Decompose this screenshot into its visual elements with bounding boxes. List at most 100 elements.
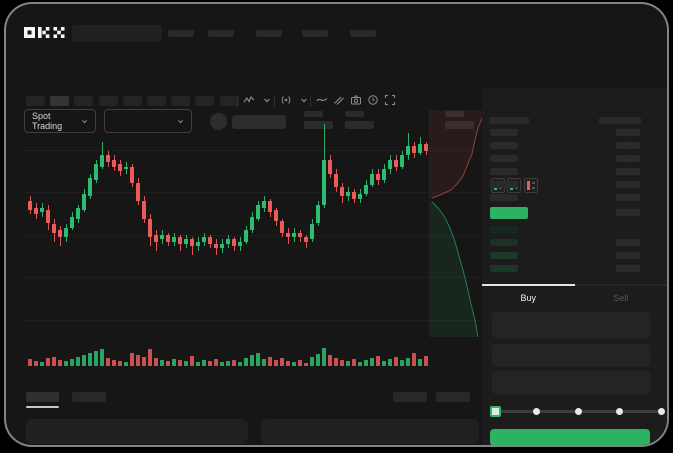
volume-bar [154, 358, 158, 366]
candle-wick [407, 132, 409, 160]
volume-bar [34, 361, 38, 366]
volume-bar [346, 361, 350, 366]
market-type-dropdown[interactable]: Spot Trading [24, 109, 96, 133]
gridline [24, 320, 482, 321]
stat-label-skeleton [345, 111, 364, 117]
ask-amount-skeleton [616, 209, 640, 216]
volume-bar [202, 360, 206, 366]
total-input[interactable] [492, 371, 650, 394]
volume-bar [46, 358, 50, 366]
chevron-down-icon [82, 119, 87, 123]
orders-tab[interactable] [72, 392, 106, 402]
ask-price-skeleton[interactable] [490, 129, 518, 136]
volume-bar [130, 353, 134, 366]
clock-icon[interactable] [367, 94, 379, 106]
timeframe-button[interactable] [147, 96, 166, 106]
candle [346, 191, 350, 197]
nav-item[interactable] [256, 30, 282, 37]
timeframe-button[interactable] [171, 96, 191, 106]
volume-bar [52, 357, 56, 366]
candle [76, 207, 80, 219]
volume-bar [280, 358, 284, 366]
volume-bar [172, 359, 176, 366]
candle [106, 155, 110, 163]
bid-price-skeleton[interactable] [490, 226, 518, 233]
timeframe-button[interactable] [98, 96, 118, 106]
ask-price-skeleton[interactable] [490, 168, 518, 175]
candle [298, 232, 302, 238]
timeframe-button[interactable] [219, 96, 239, 106]
okx-logo[interactable] [24, 26, 65, 39]
orders-tab-active[interactable] [26, 392, 59, 402]
timeframe-button[interactable] [195, 96, 215, 106]
tab-buy[interactable]: Buy [482, 284, 575, 308]
indicators-icon[interactable] [280, 94, 292, 106]
search-input[interactable] [72, 25, 162, 42]
ask-amount-skeleton [616, 129, 640, 136]
candle [190, 239, 194, 247]
top-nav [6, 4, 667, 52]
fullscreen-icon[interactable] [384, 94, 396, 106]
volume-bar [28, 359, 32, 366]
candle [208, 237, 212, 244]
slider-step-dot[interactable] [574, 408, 582, 415]
bid-price-skeleton[interactable] [490, 252, 518, 259]
orders-action-button[interactable] [436, 392, 470, 402]
timeframe-button[interactable] [122, 96, 142, 106]
coin-icon [210, 113, 227, 130]
candle [82, 193, 86, 210]
ask-price-skeleton[interactable] [490, 142, 518, 149]
volume-bar [262, 359, 266, 366]
candle [58, 230, 62, 238]
bid-price-skeleton[interactable] [490, 265, 518, 272]
timeframe-button[interactable] [26, 96, 45, 106]
nav-item[interactable] [168, 30, 194, 37]
volume-bar [178, 360, 182, 366]
candle [238, 241, 242, 247]
timeframe-button[interactable] [74, 96, 94, 106]
volume-bar [160, 360, 164, 366]
candle [202, 237, 206, 242]
nav-item[interactable] [302, 30, 328, 37]
volume-bar [418, 359, 422, 366]
nav-item[interactable] [208, 30, 234, 37]
toolbar-divider [274, 96, 275, 107]
nav-item[interactable] [350, 30, 376, 37]
pair-name-skeleton [232, 115, 286, 129]
slider-step-dot[interactable] [533, 408, 540, 415]
interval-icon[interactable] [243, 94, 255, 106]
bid-price-skeleton[interactable] [490, 239, 518, 246]
timeframe-button[interactable] [50, 96, 70, 106]
camera-icon[interactable] [350, 94, 362, 106]
line-style-icon[interactable] [316, 94, 328, 106]
candle [160, 234, 164, 240]
candle [100, 155, 104, 167]
volume-bar [232, 360, 236, 366]
last-price-badge[interactable] [490, 207, 528, 219]
book-asks-icon[interactable] [524, 178, 538, 193]
draw-icon[interactable] [333, 94, 345, 106]
app-window: Spot Trading [4, 2, 669, 447]
candle [46, 209, 50, 224]
gridline [24, 150, 482, 151]
ask-price-skeleton[interactable] [490, 155, 518, 162]
ask-price-skeleton[interactable] [490, 194, 518, 201]
volume-bar [250, 355, 254, 366]
amount-input[interactable] [492, 344, 650, 367]
volume-bar [190, 356, 194, 366]
ask-price-skeleton[interactable] [490, 181, 518, 188]
buy-submit-button[interactable] [490, 429, 650, 445]
price-input[interactable] [492, 312, 650, 338]
chevron-down-icon[interactable] [261, 94, 273, 106]
slider-step-dot[interactable] [616, 408, 623, 415]
candle [364, 184, 368, 194]
volume-bar [124, 362, 128, 366]
chevron-down-icon[interactable] [298, 94, 310, 106]
orders-action-button[interactable] [393, 392, 427, 402]
pair-dropdown[interactable] [104, 109, 192, 133]
tab-sell[interactable]: Sell [574, 284, 667, 308]
candle [262, 200, 266, 208]
slider-handle[interactable] [490, 406, 501, 417]
market-type-label: Spot Trading [32, 111, 63, 131]
slider-step-dot[interactable] [657, 408, 665, 415]
